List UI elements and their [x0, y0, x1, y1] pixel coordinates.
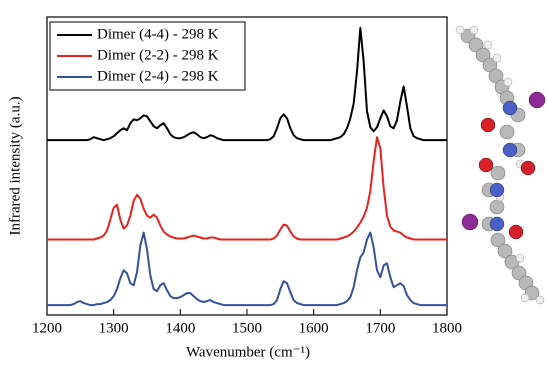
x-tick-label: 1500	[232, 320, 262, 336]
legend-label: Dimer (4-4) - 298 K	[97, 26, 219, 42]
x-tick-label: 1600	[299, 320, 329, 336]
x-tick-label: 1700	[365, 320, 395, 336]
spectrum-line	[47, 137, 447, 239]
x-tick-label: 1800	[432, 320, 462, 336]
chart: Wavenumber (cm⁻¹) Infrared intensity (a.…	[0, 0, 548, 368]
x-tick-label: 1300	[99, 320, 129, 336]
y-axis-label: Infrared intensity (a.u.)	[7, 96, 23, 235]
x-tick-label: 1400	[165, 320, 195, 336]
molecule-image	[456, 26, 545, 304]
x-axis-label: Wavenumber (cm⁻¹)	[186, 344, 310, 360]
legend-label: Dimer (2-4) - 298 K	[97, 68, 219, 84]
spectrum-line	[47, 233, 447, 306]
legend-label: Dimer (2-2) - 298 K	[97, 47, 219, 63]
x-tick-label: 1200	[32, 320, 62, 336]
